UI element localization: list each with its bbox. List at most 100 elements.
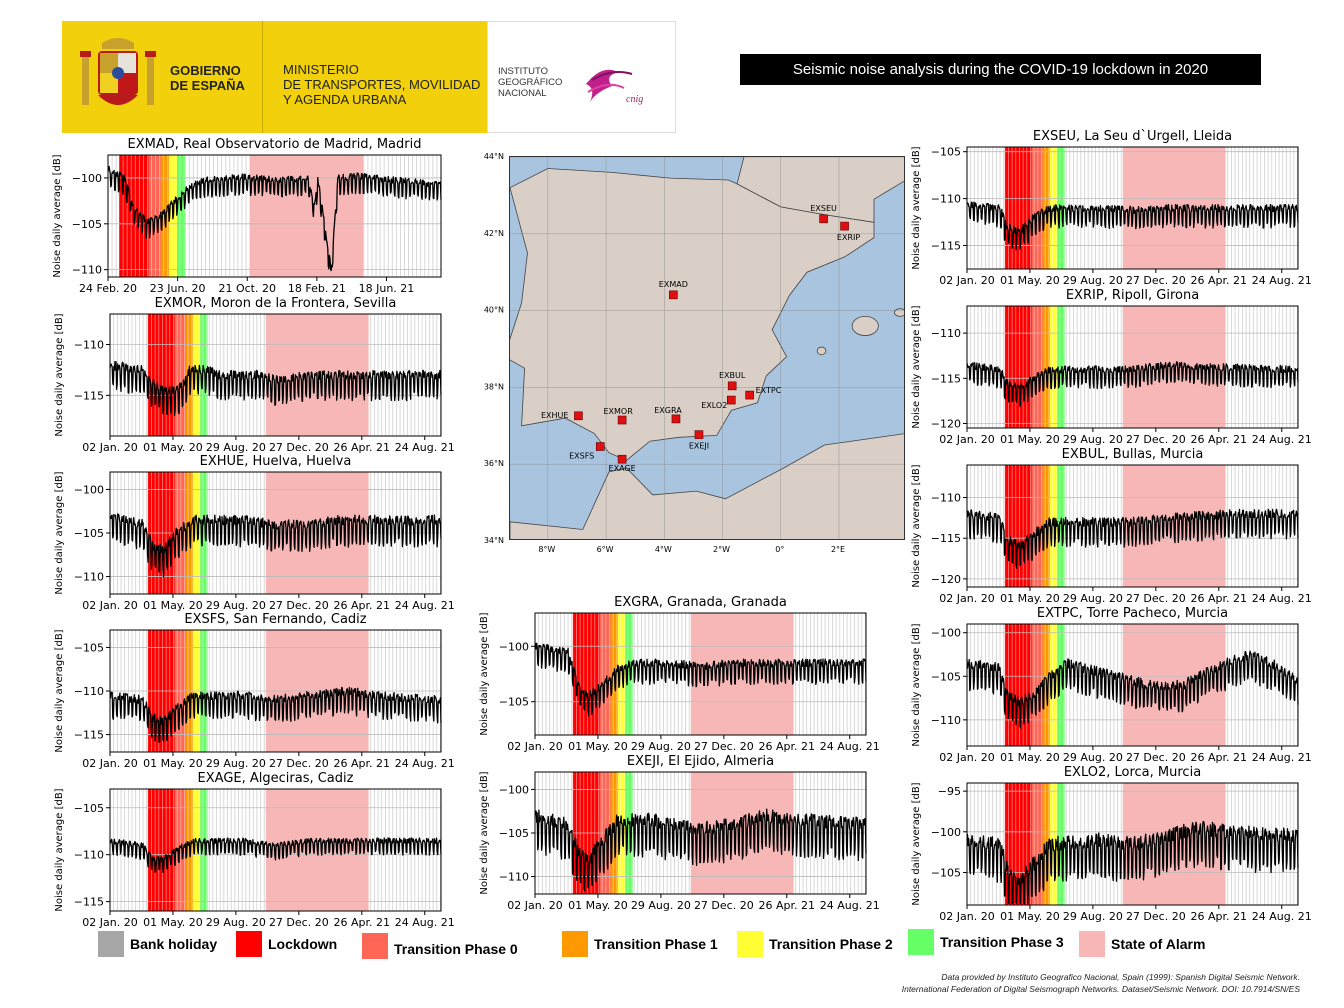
x-tick-label: 26 Apr. 21 — [334, 916, 391, 929]
y-tick-label: −110 — [499, 871, 529, 884]
y-tick-label: −110 — [74, 685, 104, 698]
spain-station-map: EXSEU EXRIP EXMAD EXBUL EXTPC EXLO2 EXHUE EXMOR… — [509, 156, 905, 540]
noise-series-line — [966, 650, 1299, 729]
balearic-island — [816, 346, 827, 356]
x-tick-label: 02 Jan. 20 — [82, 599, 137, 612]
chart-panel: −110 −115 −120 02 Jan. 20 01 May. 20 29 Aug. … — [911, 447, 1312, 605]
y-axis-label: Noise daily average [dB] — [911, 305, 922, 428]
station-label: EXGRA — [654, 406, 682, 415]
x-tick-label: 26 Apr. 21 — [334, 757, 391, 770]
x-tick-label: 24 Aug. 21 — [395, 441, 455, 454]
x-tick-label: 26 Apr. 21 — [1191, 910, 1248, 923]
x-tick-label: 01 May. 20 — [1000, 433, 1060, 446]
x-tick-label: 29 Aug. 20 — [1063, 274, 1123, 287]
x-tick-label: 01 May. 20 — [1000, 910, 1060, 923]
phase2-band — [192, 789, 201, 911]
ign-logo-icon — [586, 69, 633, 102]
x-tick-label: 01 May. 20 — [1000, 274, 1060, 287]
x-tick-label: 27 Dec. 20 — [1126, 433, 1186, 446]
plot-frame — [966, 305, 1299, 429]
balearic-island — [851, 315, 879, 336]
plot-frame — [109, 471, 442, 595]
phase0-band — [599, 613, 611, 735]
data-credit: Data provided by Instituto Geografico Na… — [901, 972, 1300, 994]
plot-frame — [534, 612, 867, 736]
x-tick-label: 26 Apr. 21 — [759, 899, 816, 912]
x-tick-label: 24 Aug. 21 — [1252, 433, 1312, 446]
y-tick-label: −100 — [72, 172, 102, 185]
plot-frame — [107, 154, 442, 278]
legend-label: State of Alarm — [1111, 936, 1206, 952]
longitude-label: 4°W — [655, 545, 672, 554]
y-axis-label: Noise daily average [dB] — [911, 782, 922, 905]
map-axis-labels: 44°N 42°N 40°N 38°N 36°N 34°N 8°W 6°W 4°W 2°W 0° 2°… — [484, 152, 845, 554]
phase2-band — [192, 314, 201, 436]
x-tick-label: 29 Aug. 20 — [206, 916, 266, 929]
noise-series-line — [534, 808, 867, 892]
phase2-band — [1049, 783, 1058, 905]
x-tick-label: 26 Apr. 21 — [334, 441, 391, 454]
legend-swatch — [362, 933, 388, 959]
x-tick-label: 29 Aug. 20 — [206, 441, 266, 454]
latitude-label: 34°N — [484, 536, 504, 545]
x-tick-label: 01 May. 20 — [568, 899, 628, 912]
noise-series-line — [109, 360, 442, 417]
x-tick-label: 02 Jan. 20 — [939, 274, 994, 287]
station-marker — [671, 414, 681, 424]
x-tick-label: 26 Apr. 21 — [334, 599, 391, 612]
latitude-label: 36°N — [484, 459, 504, 468]
noise-series-line — [534, 642, 867, 717]
legend-label: Transition Phase 0 — [394, 941, 518, 957]
phase0-band — [1031, 147, 1043, 269]
station-label: EXSEU — [810, 204, 837, 213]
longitude-label: 0° — [775, 545, 784, 554]
x-tick-label: 27 Dec. 20 — [694, 899, 754, 912]
station-label: EXMOR — [603, 407, 633, 416]
phase3-band — [200, 314, 208, 436]
y-tick-label: −100 — [931, 627, 961, 640]
legend-label: Transition Phase 3 — [940, 934, 1064, 950]
legend-swatch — [1079, 931, 1105, 957]
chart-panel: −105 −110 −115 02 Jan. 20 01 May. 20 29 Aug. … — [54, 771, 455, 929]
x-tick-label: 02 Jan. 20 — [82, 916, 137, 929]
x-tick-label: 01 May. 20 — [1000, 751, 1060, 764]
chart-title: EXGRA, Granada, Granada — [614, 595, 787, 610]
latitude-label: 38°N — [484, 382, 504, 391]
station-label: EXLO2 — [701, 401, 727, 410]
y-tick-label: −110 — [74, 571, 104, 584]
x-tick-label: 02 Jan. 20 — [939, 433, 994, 446]
x-tick-label: 01 May. 20 — [568, 740, 628, 753]
chart-title: EXBUL, Bullas, Murcia — [1062, 447, 1204, 462]
x-tick-label: 18 Jun. 21 — [359, 282, 415, 295]
y-axis-label: Noise daily average [dB] — [911, 623, 922, 746]
x-tick-label: 23 Jun. 20 — [150, 282, 206, 295]
y-tick-label: −115 — [74, 729, 104, 742]
noise-series-line — [109, 686, 442, 744]
station-label: EXAGE — [609, 464, 636, 473]
station-marker — [617, 415, 627, 425]
x-tick-label: 24 Feb. 20 — [79, 282, 137, 295]
legend-swatch — [908, 929, 934, 955]
chart-panel: −95 −100 −105 02 Jan. 20 01 May. 20 29 Aug. 2… — [911, 765, 1312, 923]
y-tick-label: −110 — [72, 264, 102, 277]
y-axis-label: Noise daily average [dB] — [54, 629, 65, 752]
y-tick-label: −105 — [931, 866, 961, 879]
station-label: EXHUE — [541, 411, 568, 420]
x-tick-label: 27 Dec. 20 — [1126, 274, 1186, 287]
y-tick-label: −115 — [931, 240, 961, 253]
longitude-label: 2°W — [713, 545, 730, 554]
gov-label: GOBIERNO DE ESPAÑA — [170, 63, 245, 93]
y-tick-label: −115 — [74, 896, 104, 909]
x-tick-label: 27 Dec. 20 — [269, 757, 329, 770]
x-tick-label: 24 Aug. 21 — [1252, 592, 1312, 605]
station-label: EXMAD — [659, 280, 688, 289]
chart-panel: −100 −105 −110 02 Jan. 20 01 May. 20 29 Aug. … — [54, 454, 455, 612]
ministry-label: MINISTERIO DE TRANSPORTES, MOVILIDAD Y A… — [283, 62, 481, 107]
x-tick-label: 02 Jan. 20 — [82, 441, 137, 454]
chart-panel: −100 −105 02 Jan. 20 01 May. 20 29 Aug. 20 27… — [479, 595, 880, 753]
plot-frame — [109, 313, 442, 437]
y-axis-label: Noise daily average [dB] — [52, 154, 63, 277]
noise-series-line — [966, 361, 1299, 408]
legend-swatch — [98, 931, 124, 957]
latitude-label: 40°N — [484, 306, 504, 315]
